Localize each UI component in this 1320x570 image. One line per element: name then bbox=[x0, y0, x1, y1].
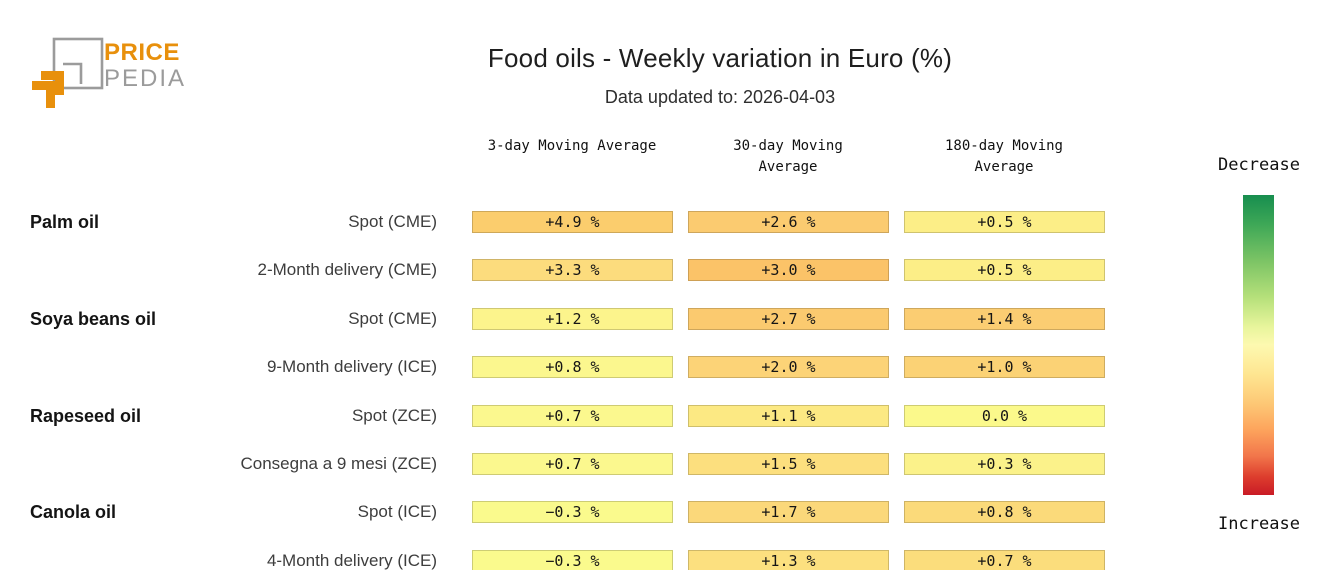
heatmap-cell: +3.3 % bbox=[472, 259, 673, 281]
heatmap-cell: +2.0 % bbox=[688, 356, 889, 378]
heatmap-cell: +0.7 % bbox=[904, 550, 1105, 570]
heatmap-cell: +2.6 % bbox=[688, 211, 889, 233]
heatmap-cell: +0.7 % bbox=[472, 453, 673, 475]
row-label: 2-Month delivery (CME) bbox=[257, 260, 438, 279]
column-header: 30-day Moving Average bbox=[733, 138, 843, 175]
logo-text-pedia: PEDIA bbox=[104, 65, 186, 92]
heatmap-cell: +2.7 % bbox=[688, 308, 889, 330]
row-label: 4-Month delivery (ICE) bbox=[266, 551, 437, 570]
heatmap-cell: +0.5 % bbox=[904, 211, 1105, 233]
row-label: Spot (CME) bbox=[348, 212, 437, 231]
heatmap-cell: 0.0 % bbox=[904, 405, 1105, 427]
heatmap-cell: +0.8 % bbox=[472, 356, 673, 378]
pricepedia-logo: PRICE PEDIA bbox=[32, 37, 186, 108]
heatmap-cell: −0.3 % bbox=[472, 550, 673, 570]
heatmap-cell: +0.7 % bbox=[472, 405, 673, 427]
column-header: 3-day Moving Average bbox=[487, 138, 657, 154]
logo-squares-icon bbox=[32, 37, 104, 108]
heatmap-cell: +1.7 % bbox=[688, 501, 889, 523]
legend-decrease-label: Decrease bbox=[1218, 155, 1300, 175]
group-label: Palm oil bbox=[30, 212, 100, 232]
legend-gradient-bar bbox=[1243, 195, 1274, 495]
data-updated-subtitle: Data updated to: 2026-04-03 bbox=[604, 87, 836, 107]
heatmap-cell: +1.2 % bbox=[472, 308, 673, 330]
group-label: Rapeseed oil bbox=[30, 406, 142, 426]
heatmap-cell: +1.1 % bbox=[688, 405, 889, 427]
row-label: 9-Month delivery (ICE) bbox=[266, 357, 437, 376]
row-label: Consegna a 9 mesi (ZCE) bbox=[240, 454, 437, 473]
heatmap-cell: +1.5 % bbox=[688, 453, 889, 475]
heatmap-cell: −0.3 % bbox=[472, 501, 673, 523]
group-label: Canola oil bbox=[30, 502, 117, 522]
heatmap-cell: +0.3 % bbox=[904, 453, 1105, 475]
heatmap-cell: +0.5 % bbox=[904, 259, 1105, 281]
row-label: Spot (ZCE) bbox=[351, 406, 437, 425]
heatmap-cell: +1.4 % bbox=[904, 308, 1105, 330]
heatmap-cell: +1.3 % bbox=[688, 550, 889, 570]
row-label: Spot (CME) bbox=[348, 309, 437, 328]
column-header: 180-day Moving Average bbox=[944, 138, 1063, 175]
heatmap-cell: +0.8 % bbox=[904, 501, 1105, 523]
heatmap-cell: +1.0 % bbox=[904, 356, 1105, 378]
row-label: Spot (ICE) bbox=[357, 502, 437, 521]
heatmap-cell: +4.9 % bbox=[472, 211, 673, 233]
group-label: Soya beans oil bbox=[30, 309, 157, 329]
logo-text-price: PRICE bbox=[104, 39, 180, 66]
heatmap-cell: +3.0 % bbox=[688, 259, 889, 281]
legend-increase-label: Increase bbox=[1218, 514, 1300, 534]
page-title: Food oils - Weekly variation in Euro (%) bbox=[487, 43, 953, 73]
